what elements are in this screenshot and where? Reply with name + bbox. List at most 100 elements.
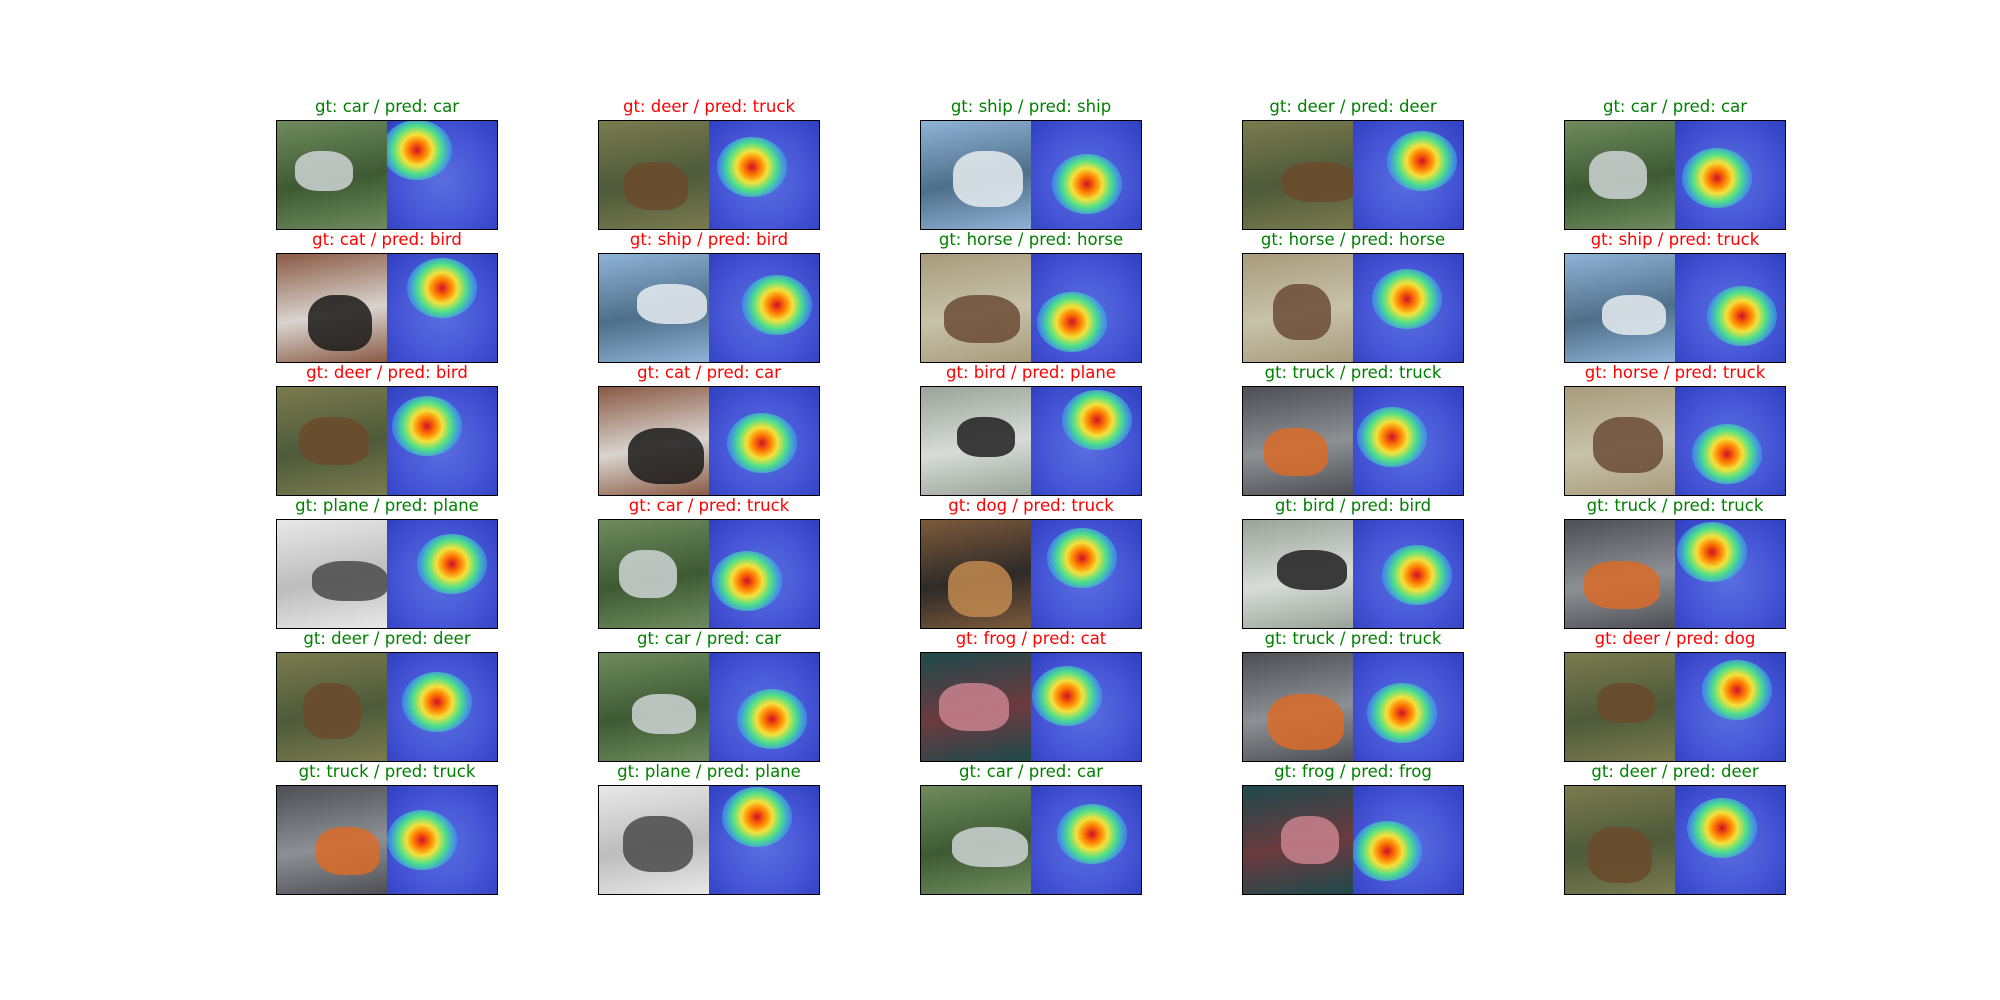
image-subject (628, 428, 704, 484)
gradcam-heatmap (709, 387, 819, 495)
original-image (921, 653, 1031, 761)
panel-frame (1564, 120, 1786, 230)
original-image (599, 121, 709, 229)
gradcam-heatmap (709, 520, 819, 628)
panel-frame (1564, 386, 1786, 496)
image-subject (1588, 827, 1652, 883)
gradcam-heatmap (1353, 121, 1463, 229)
gradcam-heatmap (387, 653, 497, 761)
heatmap-activation (712, 551, 782, 611)
image-subject (952, 827, 1028, 867)
gradcam-heatmap (709, 653, 819, 761)
original-image (599, 653, 709, 761)
heatmap-activation (1682, 148, 1752, 208)
panel-title: gt: car / pred: car (1602, 97, 1748, 116)
image-subject (1273, 284, 1331, 340)
panel-frame (1564, 519, 1786, 629)
panel-frame (1242, 386, 1464, 496)
panel-frame (1242, 785, 1464, 895)
panel-frame (1564, 652, 1786, 762)
heatmap-activation (737, 689, 807, 749)
original-image (921, 254, 1031, 362)
gradcam-heatmap (709, 786, 819, 894)
panel-frame (598, 652, 820, 762)
panel-frame (276, 120, 498, 230)
image-subject (1593, 417, 1663, 473)
panel-frame (276, 386, 498, 496)
original-image (277, 520, 387, 628)
panel-title: gt: truck / pred: truck (1586, 496, 1764, 515)
panel-title: gt: deer / pred: truck (622, 97, 796, 116)
heatmap-activation (1702, 660, 1772, 720)
panel-title: gt: deer / pred: deer (1269, 97, 1437, 116)
heatmap-activation (1062, 390, 1132, 450)
original-image (1243, 786, 1353, 894)
heatmap-activation (387, 810, 457, 870)
heatmap-activation (417, 534, 487, 594)
image-subject (948, 561, 1012, 617)
original-image (1243, 121, 1353, 229)
gradcam-heatmap (1031, 786, 1141, 894)
gradcam-heatmap (1675, 786, 1785, 894)
image-subject (299, 417, 369, 465)
panel-title: gt: truck / pred: truck (298, 762, 476, 781)
panel-title: gt: dog / pred: truck (948, 496, 1114, 515)
heatmap-activation (407, 258, 477, 318)
heatmap-activation (742, 275, 812, 335)
original-image (599, 387, 709, 495)
heatmap-activation (392, 396, 462, 456)
heatmap-activation (1357, 407, 1427, 467)
panel-frame (920, 519, 1142, 629)
original-image (277, 786, 387, 894)
panel-title: gt: truck / pred: truck (1264, 629, 1442, 648)
original-image (277, 387, 387, 495)
panel-frame (598, 785, 820, 895)
original-image (1565, 121, 1675, 229)
panel-frame (276, 652, 498, 762)
panel-title: gt: ship / pred: truck (1590, 230, 1760, 249)
panel-frame (920, 120, 1142, 230)
gradcam-heatmap (1353, 387, 1463, 495)
original-image (1565, 254, 1675, 362)
panel-frame (276, 253, 498, 363)
panel-title: gt: horse / pred: horse (938, 230, 1124, 249)
gradcam-heatmap (387, 786, 497, 894)
heatmap-activation (387, 121, 452, 180)
original-image (1243, 254, 1353, 362)
gradcam-heatmap (709, 121, 819, 229)
heatmap-activation (722, 787, 792, 847)
panel-frame (920, 652, 1142, 762)
heatmap-activation (717, 137, 787, 197)
image-subject (1589, 151, 1647, 199)
panel-frame (276, 519, 498, 629)
image-subject (1597, 683, 1655, 723)
panel-frame (920, 785, 1142, 895)
original-image (1565, 387, 1675, 495)
panel-frame (1242, 120, 1464, 230)
gradcam-heatmap (1031, 121, 1141, 229)
original-image (921, 520, 1031, 628)
panel-title: gt: frog / pred: cat (955, 629, 1107, 648)
image-subject (619, 550, 677, 598)
gradcam-heatmap (387, 121, 497, 229)
gradcam-heatmap (387, 254, 497, 362)
image-subject (303, 683, 361, 739)
image-subject (1268, 694, 1344, 750)
gradcam-heatmap (1031, 254, 1141, 362)
panel-title: gt: frog / pred: frog (1274, 762, 1432, 781)
image-subject (939, 683, 1009, 731)
panel-title: gt: car / pred: car (636, 629, 782, 648)
gradcam-heatmap (1031, 387, 1141, 495)
gradcam-heatmap (1675, 387, 1785, 495)
image-subject (295, 151, 353, 191)
panel-title: gt: ship / pred: bird (629, 230, 789, 249)
heatmap-activation (1687, 798, 1757, 858)
image-subject (1277, 550, 1347, 590)
heatmap-activation (727, 413, 797, 473)
image-subject (632, 694, 696, 734)
gradcam-heatmap (1353, 520, 1463, 628)
panel-title: gt: bird / pred: plane (946, 363, 1116, 382)
original-image (1243, 387, 1353, 495)
image-subject (957, 417, 1015, 457)
